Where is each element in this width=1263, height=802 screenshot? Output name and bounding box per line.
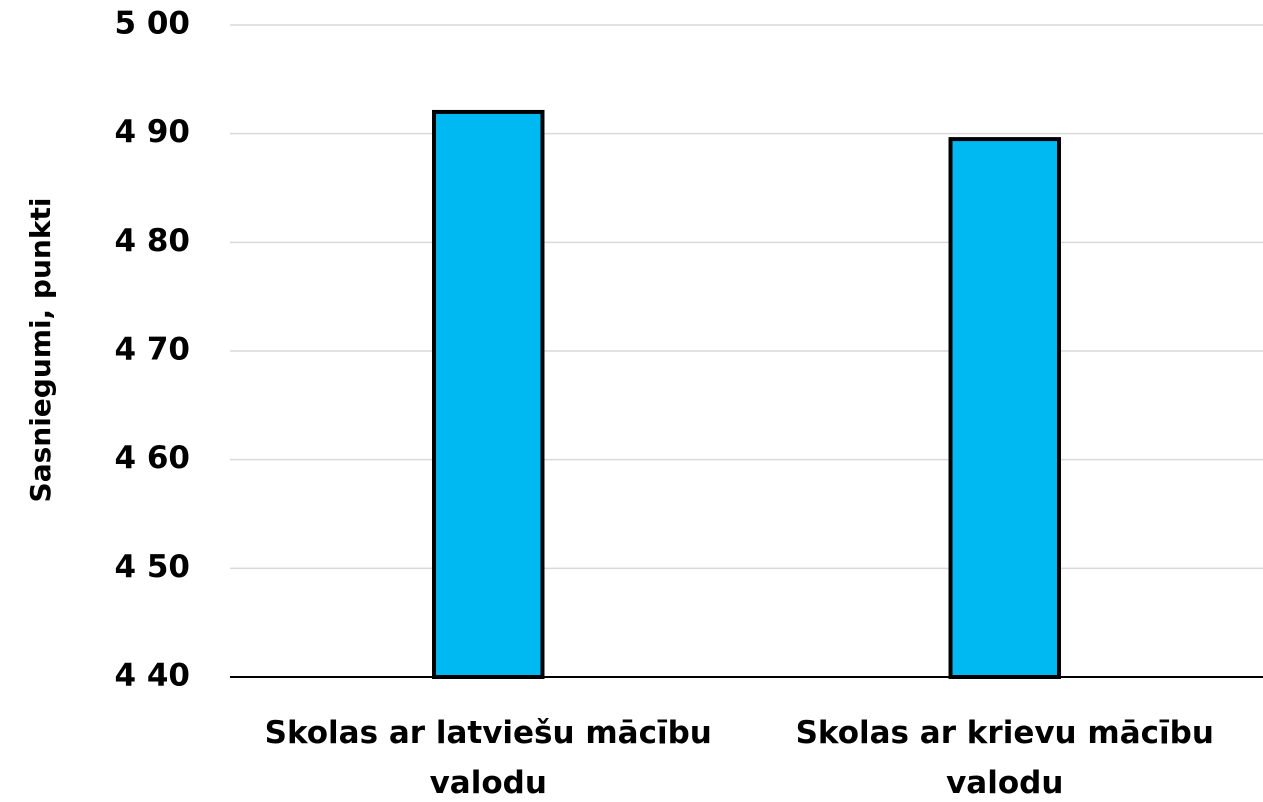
y-tick-label: 4 50 — [114, 549, 190, 585]
x-tick-label: Skolas ar latviešu mācību valodu — [264, 715, 712, 801]
bar — [432, 109, 545, 679]
y-tick-label: 4 90 — [114, 114, 190, 150]
y-tick-label: 4 60 — [114, 440, 190, 476]
y-axis-label: Sasniegumi, punkti — [24, 198, 57, 503]
y-tick-label: 4 70 — [114, 332, 190, 368]
x-tick-label: Skolas ar krievu mācību valodu — [795, 715, 1214, 801]
y-tick-label: 5 00 — [114, 6, 190, 42]
bar — [948, 137, 1061, 680]
y-tick-label: 4 80 — [114, 223, 190, 259]
y-tick-label: 4 40 — [114, 658, 190, 694]
